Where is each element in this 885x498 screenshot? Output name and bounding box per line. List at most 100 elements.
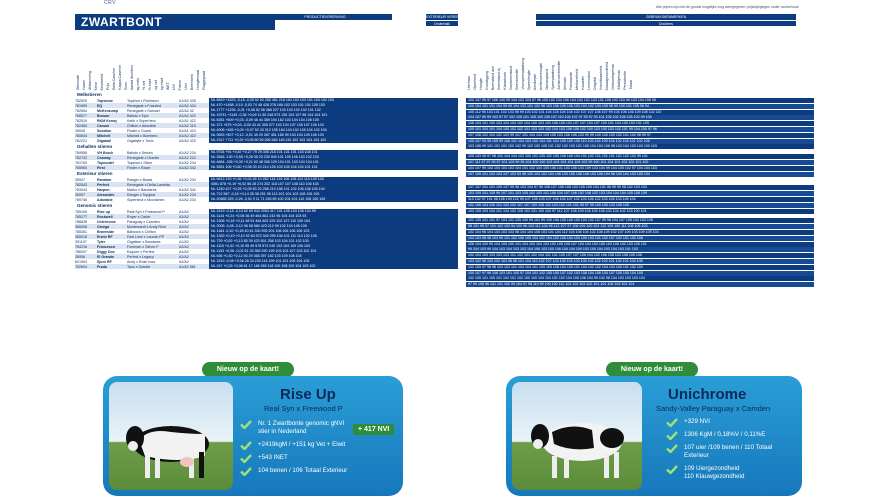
column-header: Kruisligging — [485, 71, 489, 90]
bull-class: A1/A2 — [179, 214, 189, 219]
cow-photo-rise-up — [109, 382, 233, 490]
check-icon — [666, 431, 678, 441]
group-gebruik: GEBRUIKSKENMERKEN — [536, 14, 796, 20]
new-banner-left: Nieuw op de kaart! — [202, 362, 294, 382]
column-header: Beenstand zij — [497, 68, 501, 90]
bull-name: Solution — [97, 128, 112, 133]
bull-values: NL 1184 -0,10 +0,18 40 41 330 939 201 10… — [209, 229, 458, 234]
bull-pedigree: Gigabyte x Tonic — [127, 138, 154, 143]
column-header: Ophangband — [545, 69, 549, 90]
bull-values: NL 636 +0,30 +0,12 40 29 368 397 182 103… — [209, 254, 458, 259]
table-row: 821593 Sjors RF Andy x Rush hour A2/A2 NL 15… — [75, 259, 458, 264]
bull-values: NL 1519 -0,08 +0,06 28 34 230 114 199 10… — [209, 259, 458, 264]
column-header: Levensduur — [587, 71, 591, 90]
bull-values: NL 1119 +0,41 +0,10 95 49 578 573 249 10… — [209, 244, 458, 249]
column-header: kg eiwit — [160, 78, 164, 90]
column-header: Kleur — [94, 81, 98, 90]
bull-name: Diggy Dox — [97, 249, 115, 254]
column-header: Openheid — [473, 74, 477, 90]
bull-code: 365016 — [75, 234, 87, 239]
table-row: 365016 Erwin RF Fast Lime x Launch PP A1/A2… — [75, 234, 458, 239]
bull-class: A1/A2 — [179, 209, 189, 214]
column-header: Melksnelheid — [575, 69, 579, 90]
bull-pedigree: Marbo x Bandares — [127, 187, 157, 192]
rise-up-pedigree: Real Syn x Freewood P — [264, 404, 343, 413]
column-header: Vruchtbaarheid — [599, 65, 603, 90]
bull-class: A1/A2 435 — [179, 98, 196, 103]
bull-code: 786638 — [75, 219, 87, 224]
bull-name: Erwin RF — [97, 234, 113, 239]
bull-values: NL 20485 329 -0,26 -0,01 9 11 71 245 89 … — [209, 197, 458, 202]
traits-row: 97 99 106 96 101 101 102 99 104 97 98 11… — [466, 282, 814, 288]
section-title: Gehalten stieren — [77, 144, 113, 149]
traits-row: 107 106 102 104 102 103 99 107 101 104 1… — [466, 132, 814, 138]
bull-class: A1/A2 — [179, 219, 189, 224]
group-productie: PRODUCTIEVERERVING — [258, 14, 392, 20]
bull-name: Adorable — [97, 197, 113, 202]
bull-pedigree: Ranger x Topgear — [127, 192, 156, 197]
bull-code: 761763 — [75, 160, 87, 165]
bull-name: Topstone — [97, 98, 113, 103]
check-icon — [240, 467, 252, 477]
table-row: 784216 Francesco Foreman x Simon F A2/A2 NL … — [75, 244, 458, 249]
bull-code: 760644 — [75, 133, 87, 138]
bull-class: A1/A1 422 — [179, 118, 196, 123]
column-header: kg melk — [136, 77, 140, 90]
column-header: Uierbalk — [563, 76, 567, 90]
column-header: Ruggegraat — [202, 71, 206, 90]
bull-code: 781599 — [75, 103, 87, 108]
bull-values: NL 1144 +0,24 +0,08 36 49 464 861 242 96… — [209, 214, 458, 219]
traits-row: 105 101 104 101 104 105 102 102 101 103 … — [466, 127, 814, 132]
table-row: 765950 First Finder x Racer A1/A2 342 NL 565… — [75, 165, 458, 170]
check-icon — [240, 420, 252, 430]
column-header: Afstamming — [88, 71, 92, 90]
column-header: Persistentie — [623, 71, 627, 90]
right-sheet — [464, 0, 814, 370]
group-exterieur: EXTERIEUR VERERVING — [426, 14, 458, 20]
traits-row: 102 104 96 104 104 103 103 98 104 104 10… — [466, 230, 814, 235]
column-header: kg vet — [154, 80, 158, 90]
bull-code: 28947 — [75, 177, 85, 182]
bull-pedigree: Esquire x Perfect — [127, 249, 155, 254]
traits-row: 105 112 95 103 101 102 103 98 99 103 102… — [466, 109, 814, 115]
bull-class: A2/A2 423 — [179, 138, 196, 143]
rise-up-bullets: Nr. 1 Zwartbonte genomic gNVI stier in N… — [240, 420, 355, 480]
column-header: % eiwit — [148, 78, 152, 90]
table-row: 782525 Topstone Topshot x Robinson A1/A2 43… — [75, 98, 458, 103]
bull-pedigree: Finder x Racer — [127, 165, 151, 170]
table-row: 785177 Rockwell Royer x Calvin A1/A2 NL 1144… — [75, 214, 458, 219]
column-header: NVI — [172, 84, 176, 90]
bull-code: 769558 — [75, 150, 87, 155]
traits-row: 99 104 103 99 104 103 104 103 103 104 10… — [466, 247, 814, 253]
table-row: 761763 Topmodel Topshot x Silver A1/A2 234 N… — [75, 160, 458, 165]
bull-name: EQ — [97, 103, 103, 108]
bull-values: NL 9553 +827 +0,12 -0,01 49 29 287 451 1… — [209, 133, 458, 138]
check-icon — [666, 418, 678, 428]
bull-class: A1/A2 315 — [179, 123, 196, 128]
column-header: Beenstand ach — [491, 66, 495, 90]
check-icon — [666, 444, 678, 454]
column-header: Klauwgezondheid — [605, 61, 609, 90]
column-header: Totaal — [629, 80, 633, 90]
bullet-item: 104 benen / 106 Totaal Exterieur — [240, 467, 355, 477]
column-headers-right: Uierhaar Openheid Hoogte Kruisligging Beenst… — [467, 32, 635, 90]
bullet-item: Nr. 1 Zwartbonte genomic gNVI stier in N… — [240, 420, 355, 436]
bull-code: 782732 — [75, 155, 87, 160]
traits-row: 104 103 98 98 103 99 101 102 106 105 104… — [466, 235, 814, 241]
bull-name: Alexander — [97, 192, 115, 197]
bull-name: Omega — [97, 224, 110, 229]
bull-values: NL 2005 -0,08 -0,12 96 58 580 423 212 99… — [209, 224, 458, 229]
bullet-item: 1306 KgM / 0,18%V / 0,11%E — [666, 431, 794, 441]
nvi-badge: + 417 NVI — [353, 424, 395, 435]
bull-pedigree: Balisto x Epic — [127, 113, 149, 118]
table-row: 762654 McKenzump Renegade x Samuel A2/A2 42… — [75, 108, 458, 113]
bull-values: NL 6351 +609 +0,03 -0,09 46 44 389 194 1… — [209, 118, 458, 123]
bull-values: NL 1240 427 +0,25 +0,09 53 22 258 219 19… — [209, 187, 458, 192]
column-header: Stiercode — [76, 74, 80, 90]
price-note: Alle prijzen zijn met de grootst mogelij… — [656, 5, 799, 9]
column-header: Beenwerk — [190, 74, 194, 90]
bull-name: Canum — [97, 123, 110, 128]
bull-name: Perfect — [97, 182, 110, 187]
traits-row: 98 101 95 97 101 102 103 94 100 96 103 1… — [466, 224, 814, 230]
column-header: Voorspeenplaatsing — [521, 58, 525, 90]
